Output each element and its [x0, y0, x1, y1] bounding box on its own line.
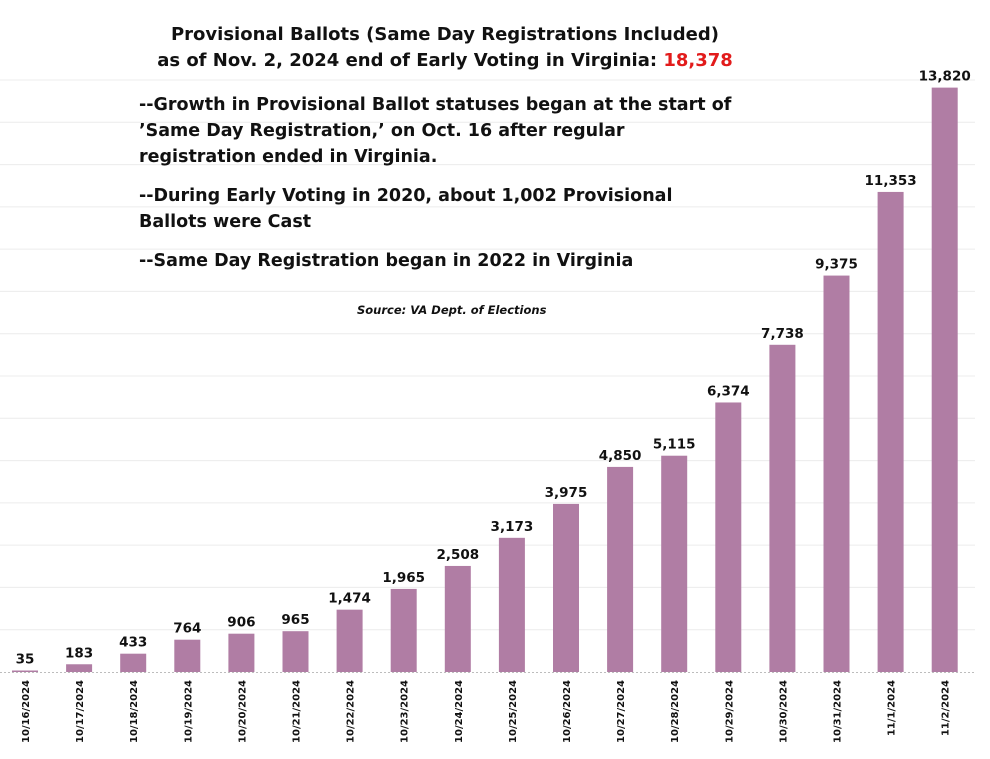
x-tick-label: 10/31/2024 [833, 680, 844, 743]
x-tick-label: 10/28/2024 [670, 680, 681, 743]
bar-value-label: 4,850 [599, 448, 642, 464]
bar-value-label: 35 [16, 652, 35, 668]
source-note: Source: VA Dept. of Elections [357, 303, 547, 317]
bar [66, 664, 93, 672]
chart-title-line2-text: as of Nov. 2, 2024 end of Early Voting i… [157, 50, 664, 71]
note-2020: --During Early Voting in 2020, about 1,0… [139, 186, 673, 232]
bar [769, 344, 796, 672]
bar [12, 670, 38, 672]
bar [553, 503, 579, 672]
bar-value-label: 9,375 [815, 257, 858, 273]
bar [661, 455, 688, 672]
chart-title: Provisional Ballots (Same Day Registrati… [0, 22, 890, 74]
x-tick-label: 10/25/2024 [508, 680, 519, 743]
x-tick-label: 10/19/2024 [183, 680, 194, 743]
bar-value-label: 1,474 [328, 591, 371, 607]
bar-value-label: 13,820 [919, 69, 971, 85]
bar-value-label: 965 [281, 612, 309, 628]
x-tick-label: 10/17/2024 [75, 680, 86, 743]
x-tick-label: 10/21/2024 [292, 680, 303, 743]
bar-value-label: 1,965 [382, 570, 425, 586]
x-tick-label: 11/2/2024 [941, 680, 952, 736]
bar-value-label: 906 [227, 615, 255, 631]
annotation-notes: --Growth in Provisional Ballot statuses … [139, 92, 739, 287]
x-tick-label: 10/26/2024 [562, 680, 573, 743]
bar [174, 639, 201, 672]
bar-value-label: 7,738 [761, 326, 804, 342]
bar-value-label: 2,508 [436, 547, 479, 563]
x-tick-label: 11/1/2024 [887, 680, 898, 736]
note-growth: --Growth in Provisional Ballot statuses … [139, 95, 732, 167]
bar [607, 466, 634, 672]
x-tick-label: 10/16/2024 [21, 680, 32, 743]
bar-value-label: 5,115 [653, 437, 696, 453]
chart-title-line2: as of Nov. 2, 2024 end of Early Voting i… [0, 48, 890, 74]
chart-title-line1: Provisional Ballots (Same Day Registrati… [170, 24, 719, 45]
bar-value-label: 3,173 [491, 519, 534, 535]
x-tick-label: 10/27/2024 [616, 680, 627, 743]
x-tick-label: 10/18/2024 [129, 680, 140, 743]
bar-value-label: 183 [65, 645, 93, 661]
bar [931, 87, 958, 672]
bar-value-label: 3,975 [545, 485, 588, 501]
bar [228, 633, 255, 672]
bar-value-label: 764 [173, 621, 201, 637]
x-tick-label: 10/29/2024 [724, 680, 735, 743]
x-tick-label: 10/20/2024 [237, 680, 248, 743]
total-count: 18,378 [663, 50, 733, 71]
bar [444, 565, 471, 672]
x-tick-label: 10/23/2024 [400, 680, 411, 743]
bar [390, 588, 417, 672]
bar [336, 609, 363, 672]
bar-value-label: 6,374 [707, 383, 750, 399]
x-tick-label: 10/22/2024 [346, 680, 357, 743]
bar-value-label: 433 [119, 635, 147, 651]
bar [498, 537, 525, 672]
bar-value-label: 11,353 [865, 173, 917, 189]
bar [120, 653, 147, 672]
x-tick-label: 10/30/2024 [778, 680, 789, 743]
bar [715, 402, 742, 672]
x-tick-label: 10/24/2024 [454, 680, 465, 743]
note-2022: --Same Day Registration began in 2022 in… [139, 251, 634, 271]
bar [282, 631, 309, 672]
bar [823, 275, 850, 672]
bar [877, 191, 904, 672]
